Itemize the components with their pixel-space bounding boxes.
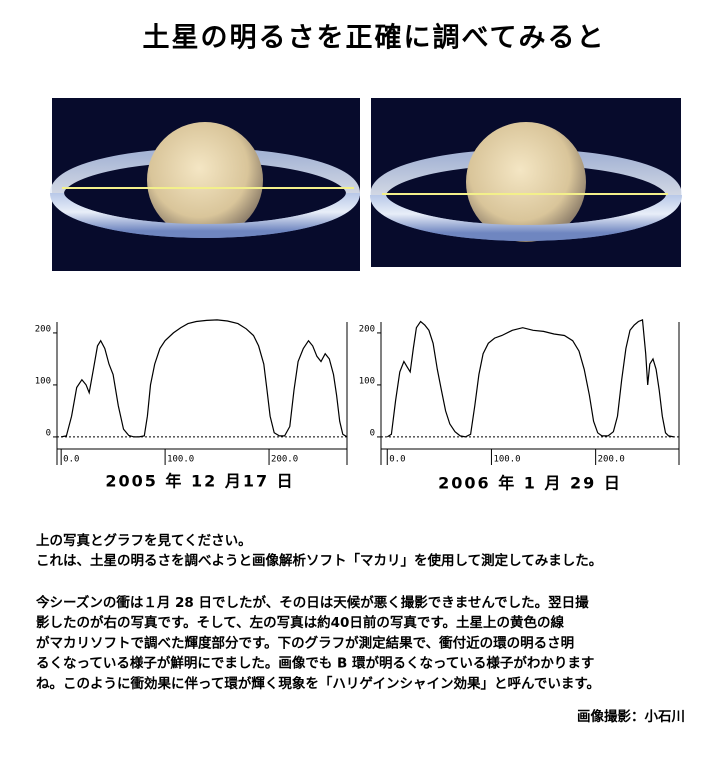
x-tick-label: 0.0 xyxy=(63,455,79,465)
paragraph-line: これは、土星の明るさを調べようと画像解析ソフト「マカリ」を使用して測定してみまし… xyxy=(36,552,602,569)
paragraph-line: 上の写真とグラフを見てください。 xyxy=(36,532,252,549)
paragraph-line: るくなっている様子が鮮明にでました。画像でも B 環が明るくなっている様子がわか… xyxy=(36,655,594,672)
paragraph-line: がマカリソフトで調べた輝度部分です。下のグラフが測定結果で、衝付近の環の明るさ明 xyxy=(36,634,574,651)
y-tick-label: 200 xyxy=(359,324,375,334)
chart: 0 100 200 0.0 100.0 200.0 2006 年 1 月 29 日 xyxy=(359,319,680,493)
x-tick-label: 0.0 xyxy=(389,455,405,465)
y-tick-label: 0 xyxy=(46,428,51,438)
paragraph-line: 影したのが右の写真です。そして、左の写真は約40日前の写真です。土星上の黄色の線 xyxy=(36,614,565,631)
chart: 0 100 200 0.0 100.0 200.0 2005 年 12 月17 日 xyxy=(35,319,348,491)
y-tick-label: 100 xyxy=(35,376,51,386)
x-tick-label: 200.0 xyxy=(271,455,298,465)
chart-caption: 2006 年 1 月 29 日 xyxy=(438,474,622,493)
paragraph-line: ね。このように衝効果に伴って環が輝く現象を「ハリゲインシャイン効果」と呼んでいま… xyxy=(36,675,600,692)
credit: 画像撮影：小石川 xyxy=(577,708,685,725)
y-tick-label: 0 xyxy=(370,428,375,438)
photo xyxy=(370,98,682,267)
line-series xyxy=(386,319,674,438)
x-tick-label: 100.0 xyxy=(493,455,520,465)
text-block: 上の写真とグラフを見てください。これは、土星の明るさを調べようと画像解析ソフト「… xyxy=(36,532,602,692)
paragraph-line: 今シーズンの衝は１月 28 日でしたが、その日は天候が悪く撮影できませんでした。… xyxy=(36,594,589,611)
photo xyxy=(50,98,360,271)
chart-caption: 2005 年 12 月17 日 xyxy=(105,472,294,491)
y-tick-label: 200 xyxy=(35,324,51,334)
x-tick-label: 100.0 xyxy=(167,455,194,465)
page-title: 土星の明るさを正確に調べてみると xyxy=(143,22,606,54)
line-series xyxy=(61,319,348,438)
x-tick-label: 200.0 xyxy=(598,455,625,465)
y-tick-label: 100 xyxy=(359,376,375,386)
